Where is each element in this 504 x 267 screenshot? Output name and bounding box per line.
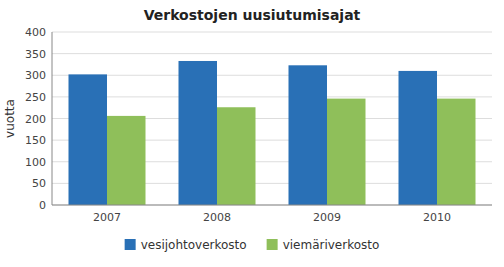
bar <box>399 71 438 205</box>
y-axis-label: vuotta <box>3 99 17 138</box>
legend-item: viemäriverkosto <box>267 238 380 252</box>
bar <box>179 61 218 205</box>
y-tick-label: 400 <box>25 26 46 39</box>
legend-swatch <box>267 239 278 250</box>
y-axis-line <box>52 32 53 205</box>
x-tick-label: 2009 <box>313 211 341 224</box>
bar <box>69 74 108 205</box>
chart: Verkostojen uusiutumisajat vuotta 0 50 100 15… <box>0 0 504 267</box>
legend: vesijohtoverkosto viemäriverkosto <box>125 238 380 252</box>
y-tick-label: 200 <box>25 113 46 126</box>
x-axis-line <box>52 205 492 206</box>
bar <box>437 99 476 205</box>
grid <box>52 32 492 205</box>
y-tick-label: 50 <box>32 177 46 190</box>
grid-line <box>52 205 492 206</box>
y-tick-label: 350 <box>25 48 46 61</box>
y-tick-label: 150 <box>25 134 46 147</box>
legend-label: vesijohtoverkosto <box>141 238 247 252</box>
y-tick-label: 300 <box>25 69 46 82</box>
bar <box>217 107 256 205</box>
legend-swatch <box>125 239 136 250</box>
title: Verkostojen uusiutumisajat <box>144 7 361 23</box>
y-tick-label: 0 <box>39 199 46 212</box>
grid-line <box>52 32 492 33</box>
y-tick-label: 100 <box>25 156 46 169</box>
legend-item: vesijohtoverkosto <box>125 238 247 252</box>
grid-line <box>52 53 492 54</box>
bar <box>107 116 146 205</box>
x-tick-label: 2007 <box>93 211 121 224</box>
x-tick-label: 2008 <box>203 211 231 224</box>
bars <box>69 61 476 205</box>
y-tick-label: 250 <box>25 91 46 104</box>
bar <box>327 99 366 205</box>
legend-label: viemäriverkosto <box>283 238 380 252</box>
x-tick-label: 2010 <box>423 211 451 224</box>
bar <box>289 65 328 205</box>
